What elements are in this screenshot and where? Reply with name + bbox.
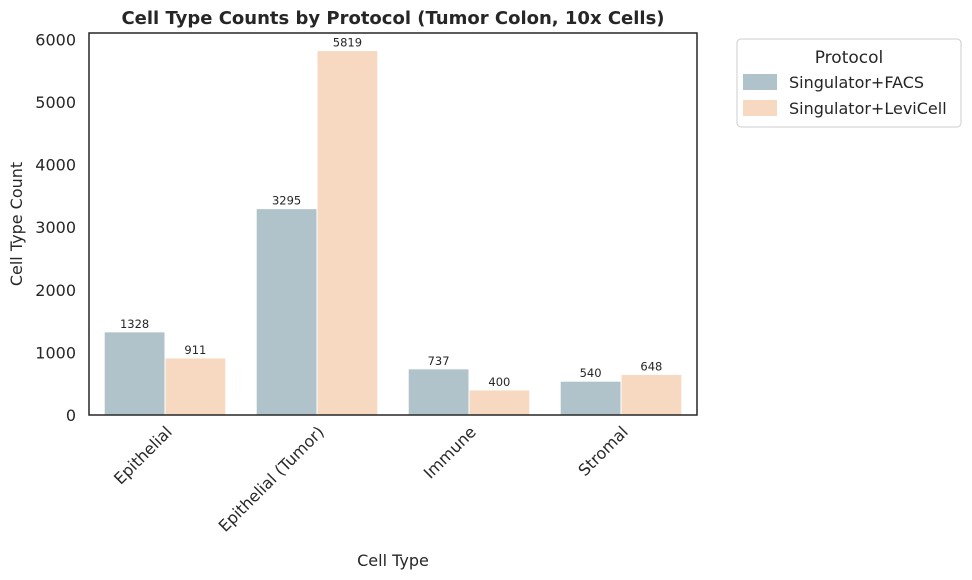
bar xyxy=(103,331,166,416)
x-tick-label: Epithelial xyxy=(110,422,176,488)
legend-entry: Singulator+LeviCell xyxy=(789,99,947,118)
data-label: 3295 xyxy=(272,194,301,208)
plot-frame xyxy=(88,32,698,416)
data-label: 648 xyxy=(640,359,662,373)
y-tick-label: 1000 xyxy=(35,343,76,362)
bar xyxy=(316,50,379,416)
bar xyxy=(559,380,622,416)
legend-frame xyxy=(736,38,962,128)
y-tick-label: 5000 xyxy=(35,93,76,112)
y-tick-label: 4000 xyxy=(35,156,76,175)
y-tick-label: 6000 xyxy=(35,30,76,49)
y-tick-label: 3000 xyxy=(35,218,76,237)
x-tick-label: Stromal xyxy=(574,422,631,479)
bar xyxy=(468,389,531,416)
y-axis-label: Cell Type Count xyxy=(7,162,26,286)
plot-area: 1328 3295 737 540 911 5819 400 648 xyxy=(103,36,683,416)
data-label: 5819 xyxy=(333,36,362,50)
data-label: 400 xyxy=(488,375,510,389)
legend-swatch xyxy=(743,100,777,116)
bar xyxy=(164,357,227,416)
chart-title: Cell Type Counts by Protocol (Tumor Colo… xyxy=(121,8,664,29)
x-axis: Epithelial Epithelial (Tumor) Immune Stroma… xyxy=(110,422,632,535)
data-label: 1328 xyxy=(120,317,149,331)
x-tick-label: Immune xyxy=(420,422,480,482)
y-axis: 0 1000 2000 3000 4000 5000 6000 xyxy=(35,30,76,425)
x-axis-label: Cell Type xyxy=(357,551,429,570)
data-label: 911 xyxy=(184,343,206,357)
bar xyxy=(407,368,470,416)
legend-title: Protocol xyxy=(815,48,884,68)
data-label: 540 xyxy=(580,366,602,380)
x-tick-label: Epithelial (Tumor) xyxy=(215,422,328,535)
legend-entry: Singulator+FACS xyxy=(789,73,924,92)
legend-swatch xyxy=(743,74,777,90)
bar xyxy=(620,373,683,416)
legend: Protocol Singulator+FACS Singulator+LeviC… xyxy=(736,38,962,128)
y-tick-label: 2000 xyxy=(35,281,76,300)
bar xyxy=(255,208,318,416)
data-label: 737 xyxy=(428,354,450,368)
y-tick-label: 0 xyxy=(66,406,76,425)
